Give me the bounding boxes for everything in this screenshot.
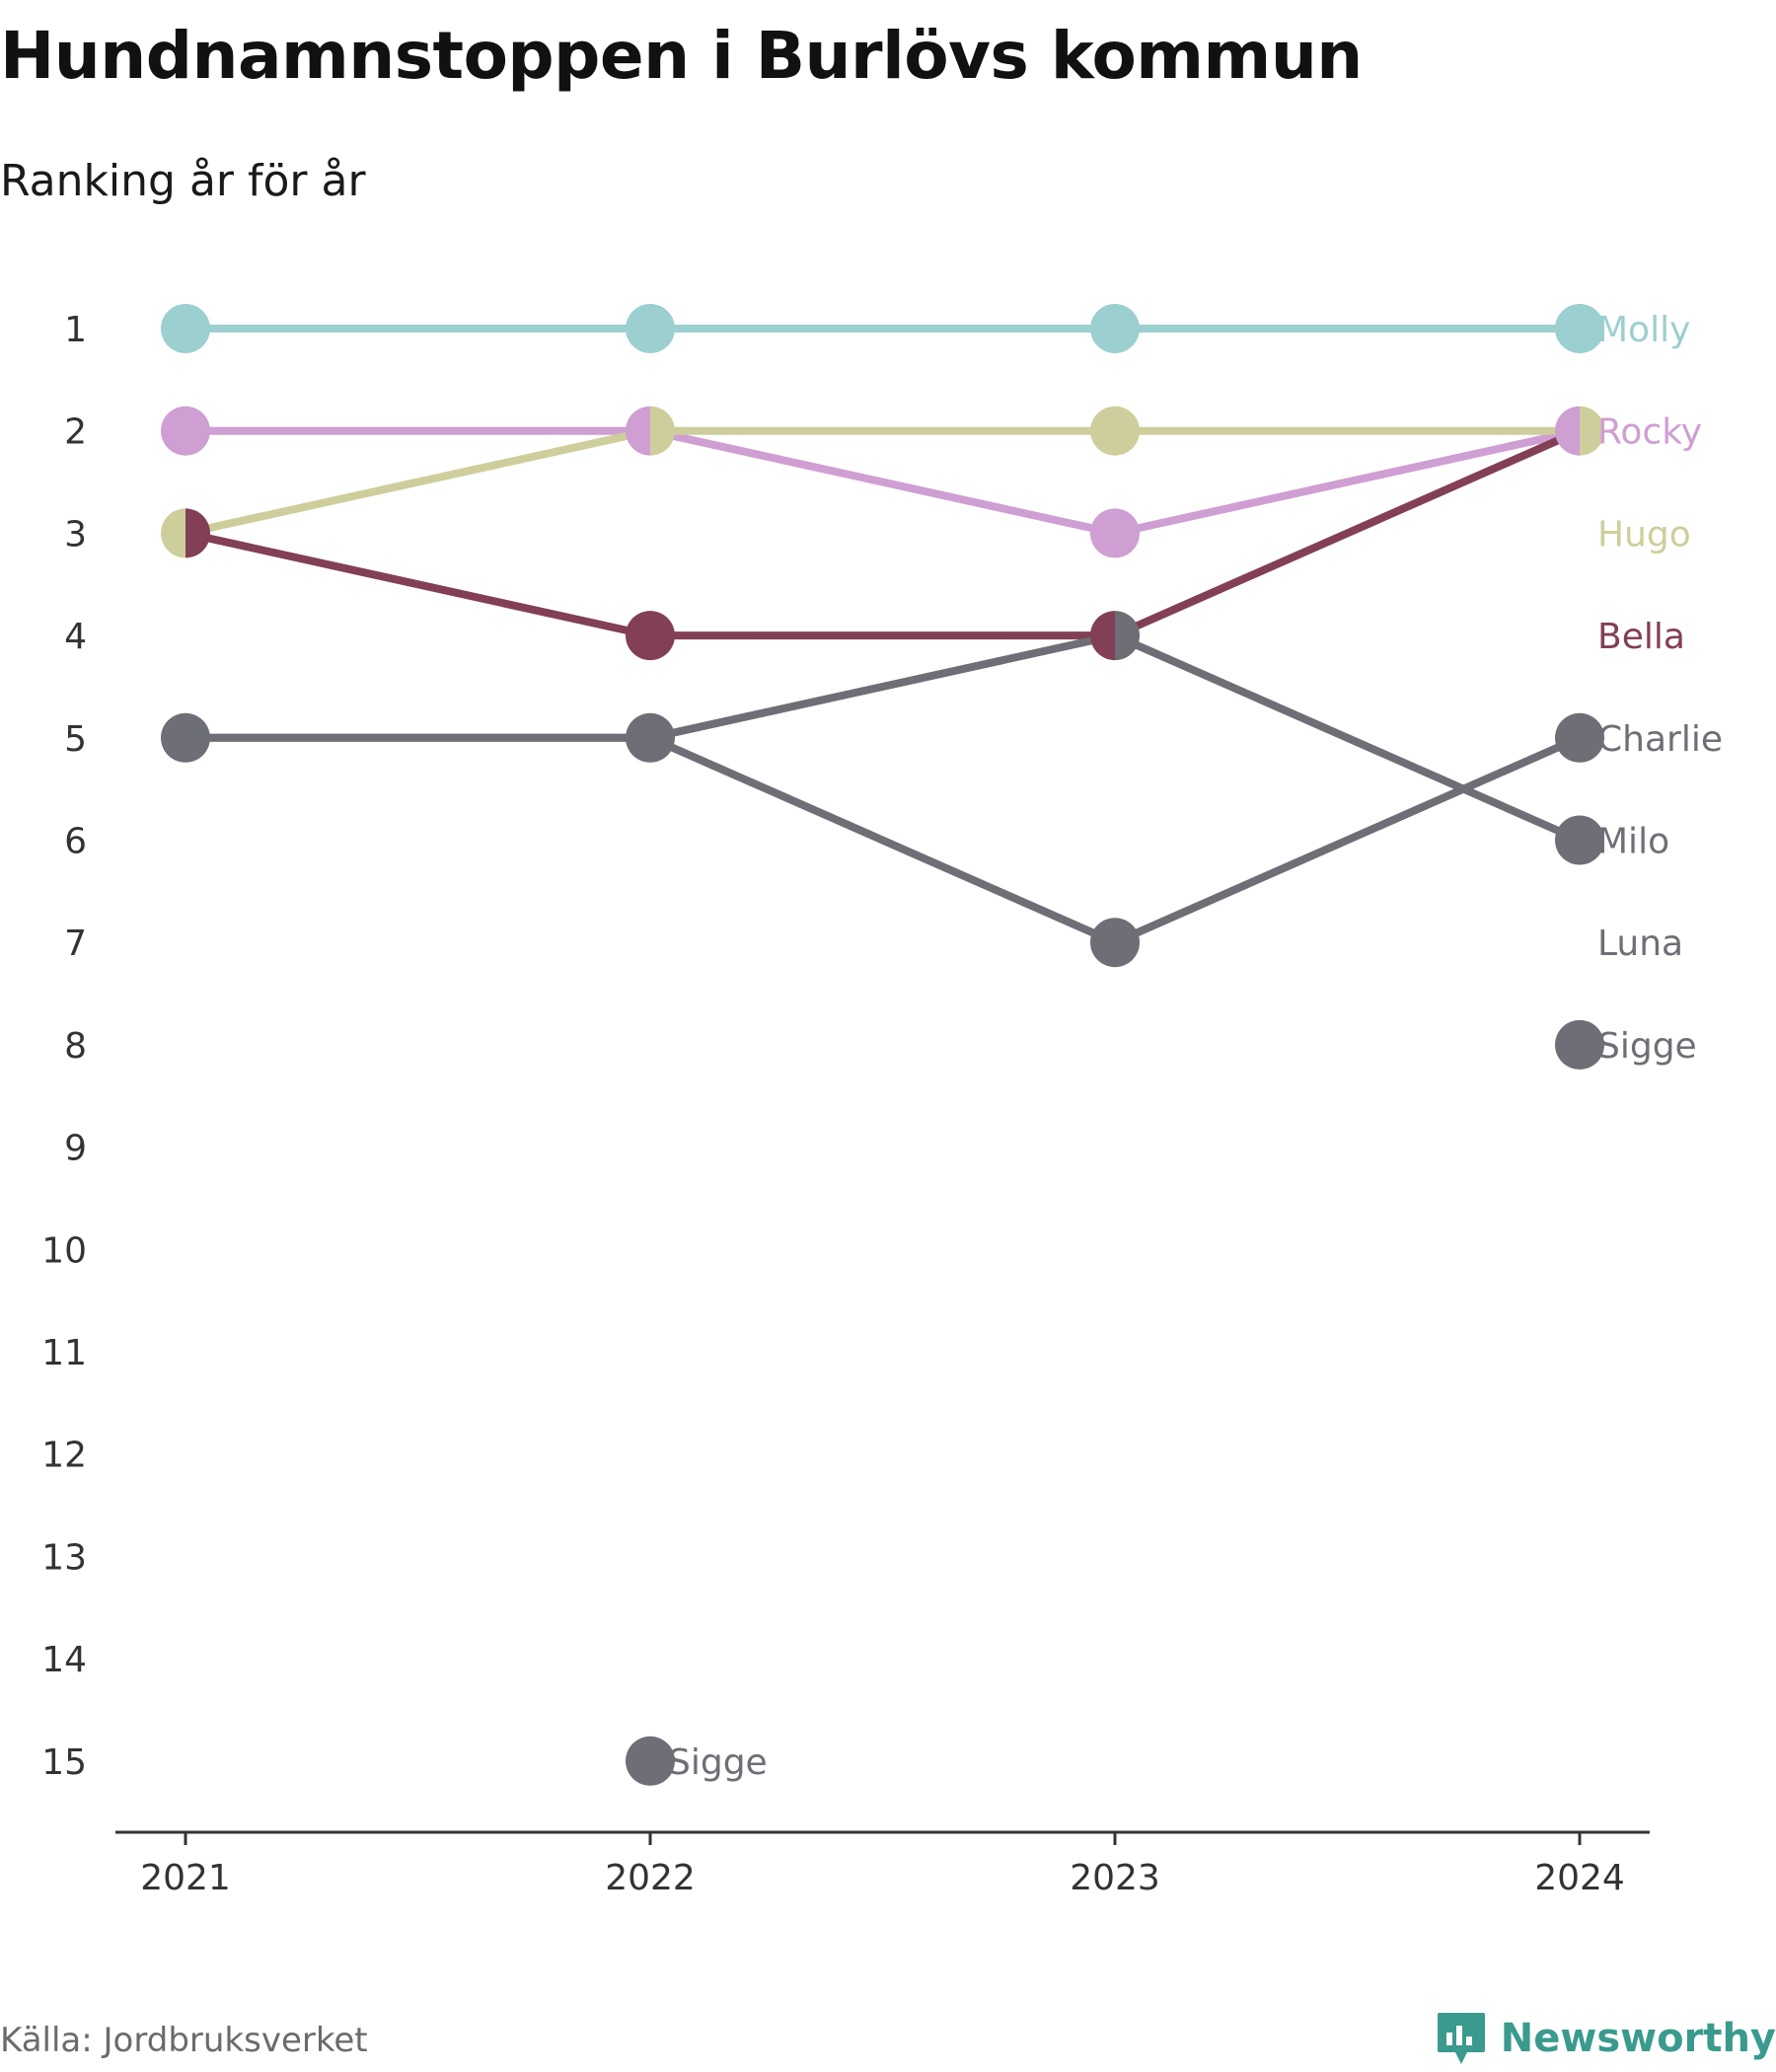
point-hugo <box>1580 406 1604 456</box>
y-tick-label: 13 <box>41 1537 87 1578</box>
point-bella <box>1090 611 1115 661</box>
point-rocky <box>1090 508 1140 558</box>
point-molly <box>626 304 675 353</box>
point-rocky <box>161 406 210 456</box>
point-hugo <box>650 406 675 456</box>
x-tick-label: 2022 <box>605 1858 696 1898</box>
y-tick-label: 1 <box>64 310 87 350</box>
brand-name: Newsworthy <box>1500 2016 1776 2061</box>
brand-logo[interactable]: Newsworthy <box>1436 2009 1776 2068</box>
y-tick-label: 3 <box>64 514 87 555</box>
point-hugo <box>161 508 185 558</box>
y-tick-label: 10 <box>41 1230 87 1271</box>
y-tick-label: 4 <box>64 617 87 657</box>
point-milo <box>185 712 211 763</box>
series-label-molly: Molly <box>1597 310 1690 350</box>
series-label-charlie: Charlie <box>1597 719 1723 760</box>
y-tick-label: 8 <box>64 1026 87 1067</box>
series-label-milo: Milo <box>1597 822 1669 862</box>
y-tick-label: 12 <box>41 1436 87 1476</box>
point-sigge <box>626 1736 675 1786</box>
x-tick-label: 2023 <box>1070 1858 1160 1898</box>
point-milo <box>650 712 675 763</box>
chart-title: Hundnamnstoppen i Burlövs kommun <box>0 18 1363 94</box>
y-tick-label: 9 <box>64 1129 87 1169</box>
point-charlie <box>1090 918 1140 968</box>
point-milo <box>1555 815 1604 865</box>
series-label-sigge: Sigge <box>668 1742 768 1783</box>
x-tick-label: 2021 <box>140 1858 231 1898</box>
y-tick-label: 2 <box>64 412 87 453</box>
series-label-hugo: Hugo <box>1597 514 1691 555</box>
point-charlie <box>1555 712 1604 763</box>
y-tick-label: 6 <box>64 822 87 862</box>
point-charlie <box>161 712 185 763</box>
series-line-milo <box>646 631 1119 742</box>
point-milo <box>1115 611 1140 661</box>
series-label-sigge: Sigge <box>1597 1026 1697 1067</box>
y-tick-label: 11 <box>41 1333 87 1373</box>
series-line-hugo <box>182 426 654 538</box>
y-tick-label: 7 <box>64 924 87 964</box>
series-line-rocky <box>646 426 1119 538</box>
point-bella <box>626 611 675 661</box>
series-line-rocky <box>1111 426 1584 538</box>
point-bella <box>185 508 211 558</box>
series-line-bella <box>1111 426 1584 640</box>
point-sigge <box>1555 1019 1604 1070</box>
series-label-bella: Bella <box>1597 617 1685 657</box>
point-rocky <box>1555 406 1580 456</box>
series-line-bella <box>182 529 654 640</box>
series-label-luna: Luna <box>1597 924 1683 964</box>
point-molly <box>161 304 210 353</box>
point-charlie <box>625 712 650 763</box>
series-line-milo <box>1111 631 1584 845</box>
chart-subtitle: Ranking år för år <box>0 156 366 206</box>
series-label-rocky: Rocky <box>1597 412 1702 453</box>
source-note: Källa: Jordbruksverket <box>0 2021 368 2060</box>
point-molly <box>1090 304 1140 353</box>
series-line-charlie <box>1111 733 1584 947</box>
point-rocky <box>625 406 650 456</box>
y-tick-label: 15 <box>41 1742 87 1783</box>
y-tick-label: 5 <box>64 719 87 760</box>
x-tick-label: 2024 <box>1534 1858 1625 1898</box>
point-molly <box>1555 304 1604 353</box>
point-hugo <box>1090 406 1140 456</box>
y-tick-label: 14 <box>41 1640 87 1680</box>
bar-chart-speech-bubble-icon <box>1437 2013 1485 2064</box>
series-line-charlie <box>646 733 1119 947</box>
